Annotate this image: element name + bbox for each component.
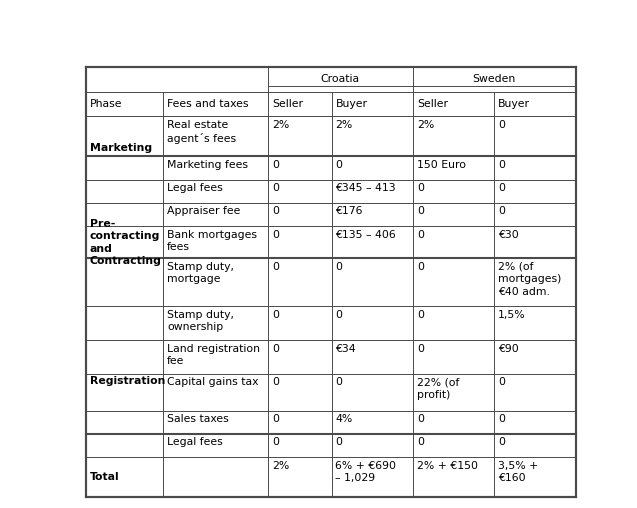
Text: Sweden: Sweden — [473, 75, 516, 84]
Text: 0: 0 — [335, 377, 342, 388]
Text: 0: 0 — [335, 310, 342, 320]
Text: Sales taxes: Sales taxes — [167, 415, 229, 424]
Text: Capital gains tax: Capital gains tax — [167, 377, 259, 388]
Text: 0: 0 — [417, 183, 424, 194]
Text: 0: 0 — [498, 377, 505, 388]
Text: 0: 0 — [417, 343, 424, 354]
Text: Buyer: Buyer — [335, 99, 368, 109]
Text: €90: €90 — [498, 343, 519, 354]
Text: Total: Total — [90, 472, 119, 482]
Text: 0: 0 — [498, 206, 505, 216]
Text: 0: 0 — [272, 437, 279, 448]
Text: 0: 0 — [498, 161, 505, 170]
Text: Seller: Seller — [417, 99, 448, 109]
Text: 150 Euro: 150 Euro — [417, 161, 466, 170]
Text: 2%: 2% — [272, 120, 289, 130]
Text: Registration: Registration — [90, 376, 165, 386]
Text: €34: €34 — [335, 343, 356, 354]
Text: 2%: 2% — [335, 120, 353, 130]
Text: 0: 0 — [335, 437, 342, 448]
Text: 0: 0 — [417, 415, 424, 424]
Text: Fees and taxes: Fees and taxes — [167, 99, 248, 109]
Text: 0: 0 — [272, 343, 279, 354]
Text: 1,5%: 1,5% — [498, 310, 526, 320]
Text: Legal fees: Legal fees — [167, 183, 223, 194]
Text: €30: €30 — [498, 230, 519, 240]
Text: Seller: Seller — [272, 99, 303, 109]
Text: 2% (of
mortgages)
€40 adm.: 2% (of mortgages) €40 adm. — [498, 262, 561, 297]
Text: 0: 0 — [417, 437, 424, 448]
Text: 0: 0 — [498, 415, 505, 424]
Text: €135 – 406: €135 – 406 — [335, 230, 396, 240]
Text: Croatia: Croatia — [321, 75, 360, 84]
Text: 4%: 4% — [335, 415, 353, 424]
Text: 0: 0 — [272, 183, 279, 194]
Text: Phase: Phase — [90, 99, 122, 109]
Text: Real estate
agent´s fees: Real estate agent´s fees — [167, 120, 236, 144]
Text: Pre-
contracting
and
Contracting: Pre- contracting and Contracting — [90, 219, 162, 266]
Text: 0: 0 — [272, 230, 279, 240]
Text: 0: 0 — [498, 120, 505, 130]
Text: Stamp duty,
ownership: Stamp duty, ownership — [167, 310, 234, 332]
Text: 6% + €690
– 1,029: 6% + €690 – 1,029 — [335, 461, 396, 483]
Text: 0: 0 — [272, 161, 279, 170]
Text: Bank mortgages
fees: Bank mortgages fees — [167, 230, 257, 252]
Text: Buyer: Buyer — [498, 99, 530, 109]
Text: €345 – 413: €345 – 413 — [335, 183, 396, 194]
Text: 3,5% +
€160: 3,5% + €160 — [498, 461, 538, 483]
Text: 0: 0 — [272, 262, 279, 272]
Text: €176: €176 — [335, 206, 363, 216]
Text: 0: 0 — [272, 377, 279, 388]
Text: Appraiser fee: Appraiser fee — [167, 206, 241, 216]
Text: Marketing fees: Marketing fees — [167, 161, 248, 170]
Text: 0: 0 — [417, 262, 424, 272]
Text: 0: 0 — [417, 230, 424, 240]
Text: Marketing: Marketing — [90, 143, 152, 153]
Text: 0: 0 — [417, 310, 424, 320]
Text: Stamp duty,
mortgage: Stamp duty, mortgage — [167, 262, 234, 284]
Text: 0: 0 — [335, 262, 342, 272]
Text: 22% (of
profit): 22% (of profit) — [417, 377, 459, 400]
Text: 0: 0 — [272, 310, 279, 320]
Text: 0: 0 — [417, 206, 424, 216]
Text: 0: 0 — [498, 437, 505, 448]
Text: Land registration
fee: Land registration fee — [167, 343, 260, 366]
Text: 2%: 2% — [272, 461, 289, 470]
Text: 2%: 2% — [417, 120, 434, 130]
Text: 0: 0 — [272, 206, 279, 216]
Text: 0: 0 — [498, 183, 505, 194]
Text: 0: 0 — [272, 415, 279, 424]
Text: 0: 0 — [335, 161, 342, 170]
Text: 2% + €150: 2% + €150 — [417, 461, 478, 470]
Text: Legal fees: Legal fees — [167, 437, 223, 448]
